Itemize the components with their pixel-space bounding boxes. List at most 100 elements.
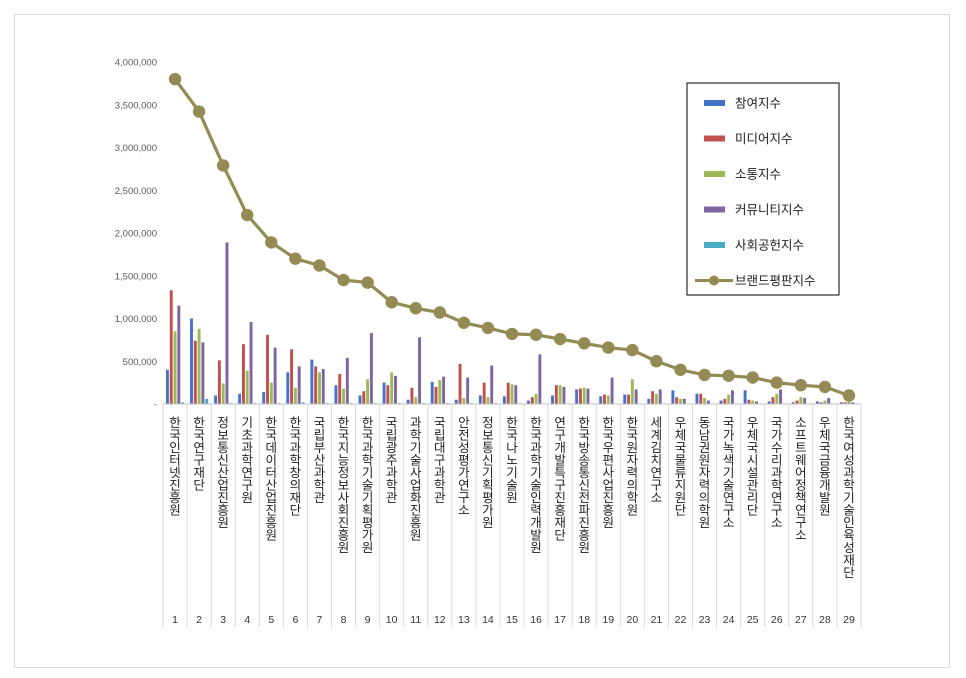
category-char: 관 [386,490,398,505]
category-char: 재 [843,553,855,568]
category-char: 원 [506,490,518,505]
category-char: 국 [675,440,687,455]
bar-2-7 [314,366,318,404]
category-char: 한 [603,415,615,430]
line-point-5 [265,236,278,249]
category-char: 부 [314,440,326,455]
category-char: 소 [795,415,807,430]
bar-1-6 [286,372,290,404]
bar-1-4 [238,393,242,404]
bar-1-12 [430,381,434,404]
bar-2-4 [241,344,245,404]
category-char: 국 [603,428,615,443]
bar-4-10 [394,375,397,404]
category-char: 업 [410,478,422,493]
category-char: 학 [241,453,253,468]
bar-3-8 [342,388,345,404]
category-char: 우 [675,415,687,430]
bar-3-3 [221,383,225,404]
category-char: 흥 [410,515,422,530]
bar-1-21 [647,398,651,404]
category-char: 신 [482,453,494,468]
bar-4-21 [658,389,662,404]
category-char: 국 [819,440,831,455]
chart-frame: - 500,000 1,000,000 1,500,000 2,000,000 2,500… [14,14,950,668]
category-char: 한 [530,415,542,430]
category-char: 김 [651,440,663,455]
bar-4-27 [803,398,807,404]
bar-4-11 [418,337,421,404]
category-char: 립 [434,428,446,443]
bar-2-23 [699,393,703,404]
category-char: 재 [193,465,205,480]
bar-3-28 [823,400,827,404]
bar-3-27 [799,397,803,404]
category-number: 26 [771,614,783,626]
legend-label: 미디어지수 [735,131,793,146]
category-char: 국 [771,415,783,430]
legend-swatch [704,171,725,177]
category-char: 력 [699,478,711,493]
bar-4-17 [562,386,566,404]
category-char: 설 [747,465,759,480]
category-char: 평 [482,490,494,505]
bar-1-27 [791,402,795,404]
category-char: 소 [771,515,783,530]
category-char: 과 [241,440,253,455]
line-point-11 [409,302,422,315]
category-char: 녹 [723,440,735,455]
bar-2-11 [410,387,414,404]
category-char: 평 [362,515,374,530]
category-char: 소 [651,490,663,505]
category-char: 신 [217,453,229,468]
brand-reputation-chart: - 500,000 1,000,000 1,500,000 2,000,000 2,500… [115,58,862,627]
bar-4-3 [225,242,229,404]
category-char: 과 [314,465,326,480]
bar-1-11 [406,399,410,404]
category-char: 기 [723,465,735,480]
category-char: 구 [554,478,566,493]
legend-swatch [704,206,725,213]
category-char: 안 [458,415,470,430]
bar-4-29 [851,402,855,404]
category-char: 단 [290,503,302,518]
category-char: 학 [843,478,855,493]
bar-3-23 [703,398,706,404]
category-char: 능 [338,453,350,468]
category-char: 원 [169,503,181,518]
category-char: 국 [386,415,398,430]
category-char: 획 [362,503,374,518]
category-char: 획 [482,478,494,493]
category-char: 학 [434,478,446,493]
category-char: 우 [603,440,615,455]
bar-2-9 [362,391,366,404]
category-char: 단 [193,478,205,493]
category-char: 연 [458,478,470,493]
category-char: 학 [530,453,542,468]
category-char: 과 [362,440,374,455]
category-char: 정 [338,465,350,480]
category-number: 21 [651,614,663,626]
bar-1-3 [214,395,218,404]
category-char: 기 [506,465,518,480]
category-char: 구 [651,478,663,493]
line-point-18 [578,337,591,350]
category-char: 기 [482,465,494,480]
category-char: 트 [795,440,807,455]
category-char: 권 [699,440,711,455]
category-char: 재 [290,490,302,505]
line-point-27 [794,378,808,392]
category-number: 12 [434,614,446,626]
category-number: 11 [410,614,421,626]
category-char: 술 [410,453,422,468]
category-number: 8 [341,614,347,626]
bar-2-18 [578,388,582,404]
